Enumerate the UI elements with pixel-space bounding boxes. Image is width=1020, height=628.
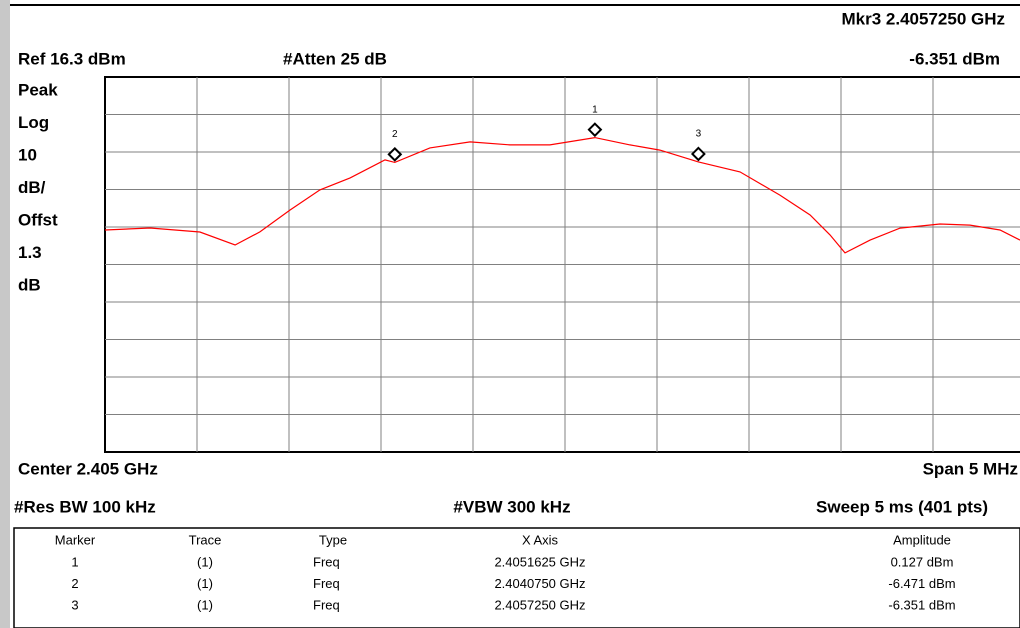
marker-diamond [387, 146, 403, 162]
table-cell: 2.4057250 GHz [494, 597, 585, 612]
column-header: Trace [189, 532, 222, 547]
table-cell: -6.351 dBm [888, 597, 955, 612]
table-cell: (1) [197, 597, 213, 612]
ref-level: Ref 16.3 dBm [18, 49, 126, 68]
table-cell: (1) [197, 554, 213, 569]
side-label: Peak [18, 80, 58, 99]
table-cell: 2.4051625 GHz [494, 554, 585, 569]
table-cell: Freq [313, 554, 340, 569]
marker-label: 1 [592, 104, 598, 115]
marker-amplitude: -6.351 dBm [909, 49, 1000, 68]
span: Span 5 MHz [923, 459, 1018, 478]
marker-diamond [690, 146, 706, 162]
side-label: Log [18, 113, 49, 132]
left-bar [0, 0, 10, 628]
table-cell: 3 [71, 597, 78, 612]
vbw: #VBW 300 kHz [453, 497, 570, 516]
center-freq: Center 2.405 GHz [18, 459, 158, 478]
column-header: Type [319, 532, 347, 547]
side-label: 1.3 [18, 243, 42, 262]
column-header: Marker [55, 532, 96, 547]
table-cell: Freq [313, 576, 340, 591]
table-cell: 1 [71, 554, 78, 569]
marker-label: 3 [696, 129, 702, 140]
table-cell: 0.127 dBm [891, 554, 954, 569]
table-cell: 2 [71, 576, 78, 591]
side-label: Offst [18, 210, 58, 229]
rbw: #Res BW 100 kHz [14, 497, 156, 516]
sweep: Sweep 5 ms (401 pts) [816, 497, 988, 516]
trace [104, 136, 1020, 254]
table-cell: (1) [197, 576, 213, 591]
side-label: 10 [18, 145, 37, 164]
marker-table [13, 527, 1020, 628]
side-label: dB/ [18, 178, 46, 197]
table-cell: -6.471 dBm [888, 576, 955, 591]
attenuation: #Atten 25 dB [283, 49, 387, 68]
side-label: dB [18, 275, 41, 294]
marker-diamond [587, 122, 603, 138]
marker-label: 2 [392, 129, 398, 140]
column-header: Amplitude [893, 532, 951, 547]
column-header: X Axis [522, 532, 559, 547]
table-cell: Freq [313, 597, 340, 612]
marker-freq: Mkr3 2.4057250 GHz [842, 9, 1006, 28]
table-cell: 2.4040750 GHz [494, 576, 585, 591]
